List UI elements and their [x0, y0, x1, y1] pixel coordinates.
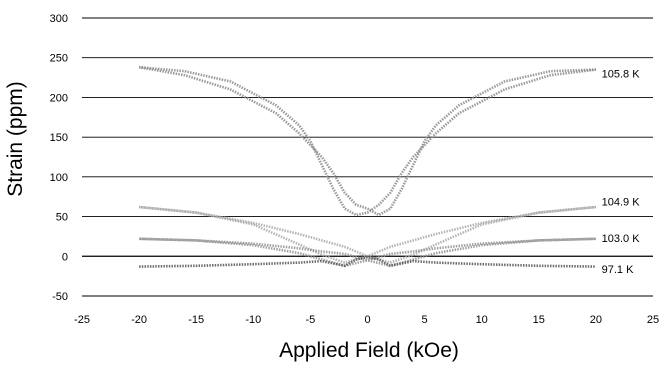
x-tick-label: 5 [422, 314, 428, 326]
x-tick-label: 15 [533, 314, 545, 326]
y-tick-label: 150 [50, 132, 68, 144]
series-line-0-0 [138, 65, 597, 217]
curve-label: 105.8 K [602, 69, 641, 81]
y-tick-label: 300 [50, 13, 68, 25]
gridlines [82, 17, 653, 297]
x-axis-ticks: -25 -20 -15 -10 -5 0 5 10 15 20 25 [74, 314, 659, 326]
series-line-2-0 [139, 237, 596, 268]
series-line-3-0 [139, 255, 596, 268]
curve-label: 104.9 K [602, 196, 641, 208]
x-tick-label: 0 [364, 314, 370, 326]
y-tick-label: 0 [62, 251, 68, 263]
y-tick-label: 200 [50, 92, 68, 104]
x-tick-label: -10 [245, 314, 261, 326]
series-line-2-1 [139, 237, 596, 268]
series-line-1-1 [138, 205, 597, 264]
y-tick-label: 100 [50, 172, 68, 184]
x-tick-label: 10 [476, 314, 488, 326]
series-line-0-1 [138, 65, 596, 217]
x-tick-label: -25 [74, 314, 90, 326]
curve-label: 97.1 K [602, 264, 634, 276]
y-tick-label: 250 [50, 53, 68, 65]
x-tick-label: 20 [590, 314, 602, 326]
y-axis-ticks: -50 0 50 100 150 200 250 300 [50, 13, 68, 303]
curve-labels: 105.8 K 104.9 K 103.0 K 97.1 K [602, 69, 641, 276]
y-axis-label: Strain (ppm) [4, 81, 27, 197]
series-line-1-0 [138, 205, 597, 264]
y-tick-label: -50 [52, 291, 68, 303]
x-axis-label: Applied Field (kOe) [279, 339, 459, 362]
x-tick-label: 25 [647, 314, 659, 326]
y-tick-label: 50 [56, 212, 68, 224]
curve-label: 103.0 K [602, 233, 641, 245]
x-tick-label: -20 [131, 314, 147, 326]
x-tick-label: -5 [306, 314, 316, 326]
x-tick-label: -15 [188, 314, 204, 326]
series-layer [138, 65, 597, 268]
